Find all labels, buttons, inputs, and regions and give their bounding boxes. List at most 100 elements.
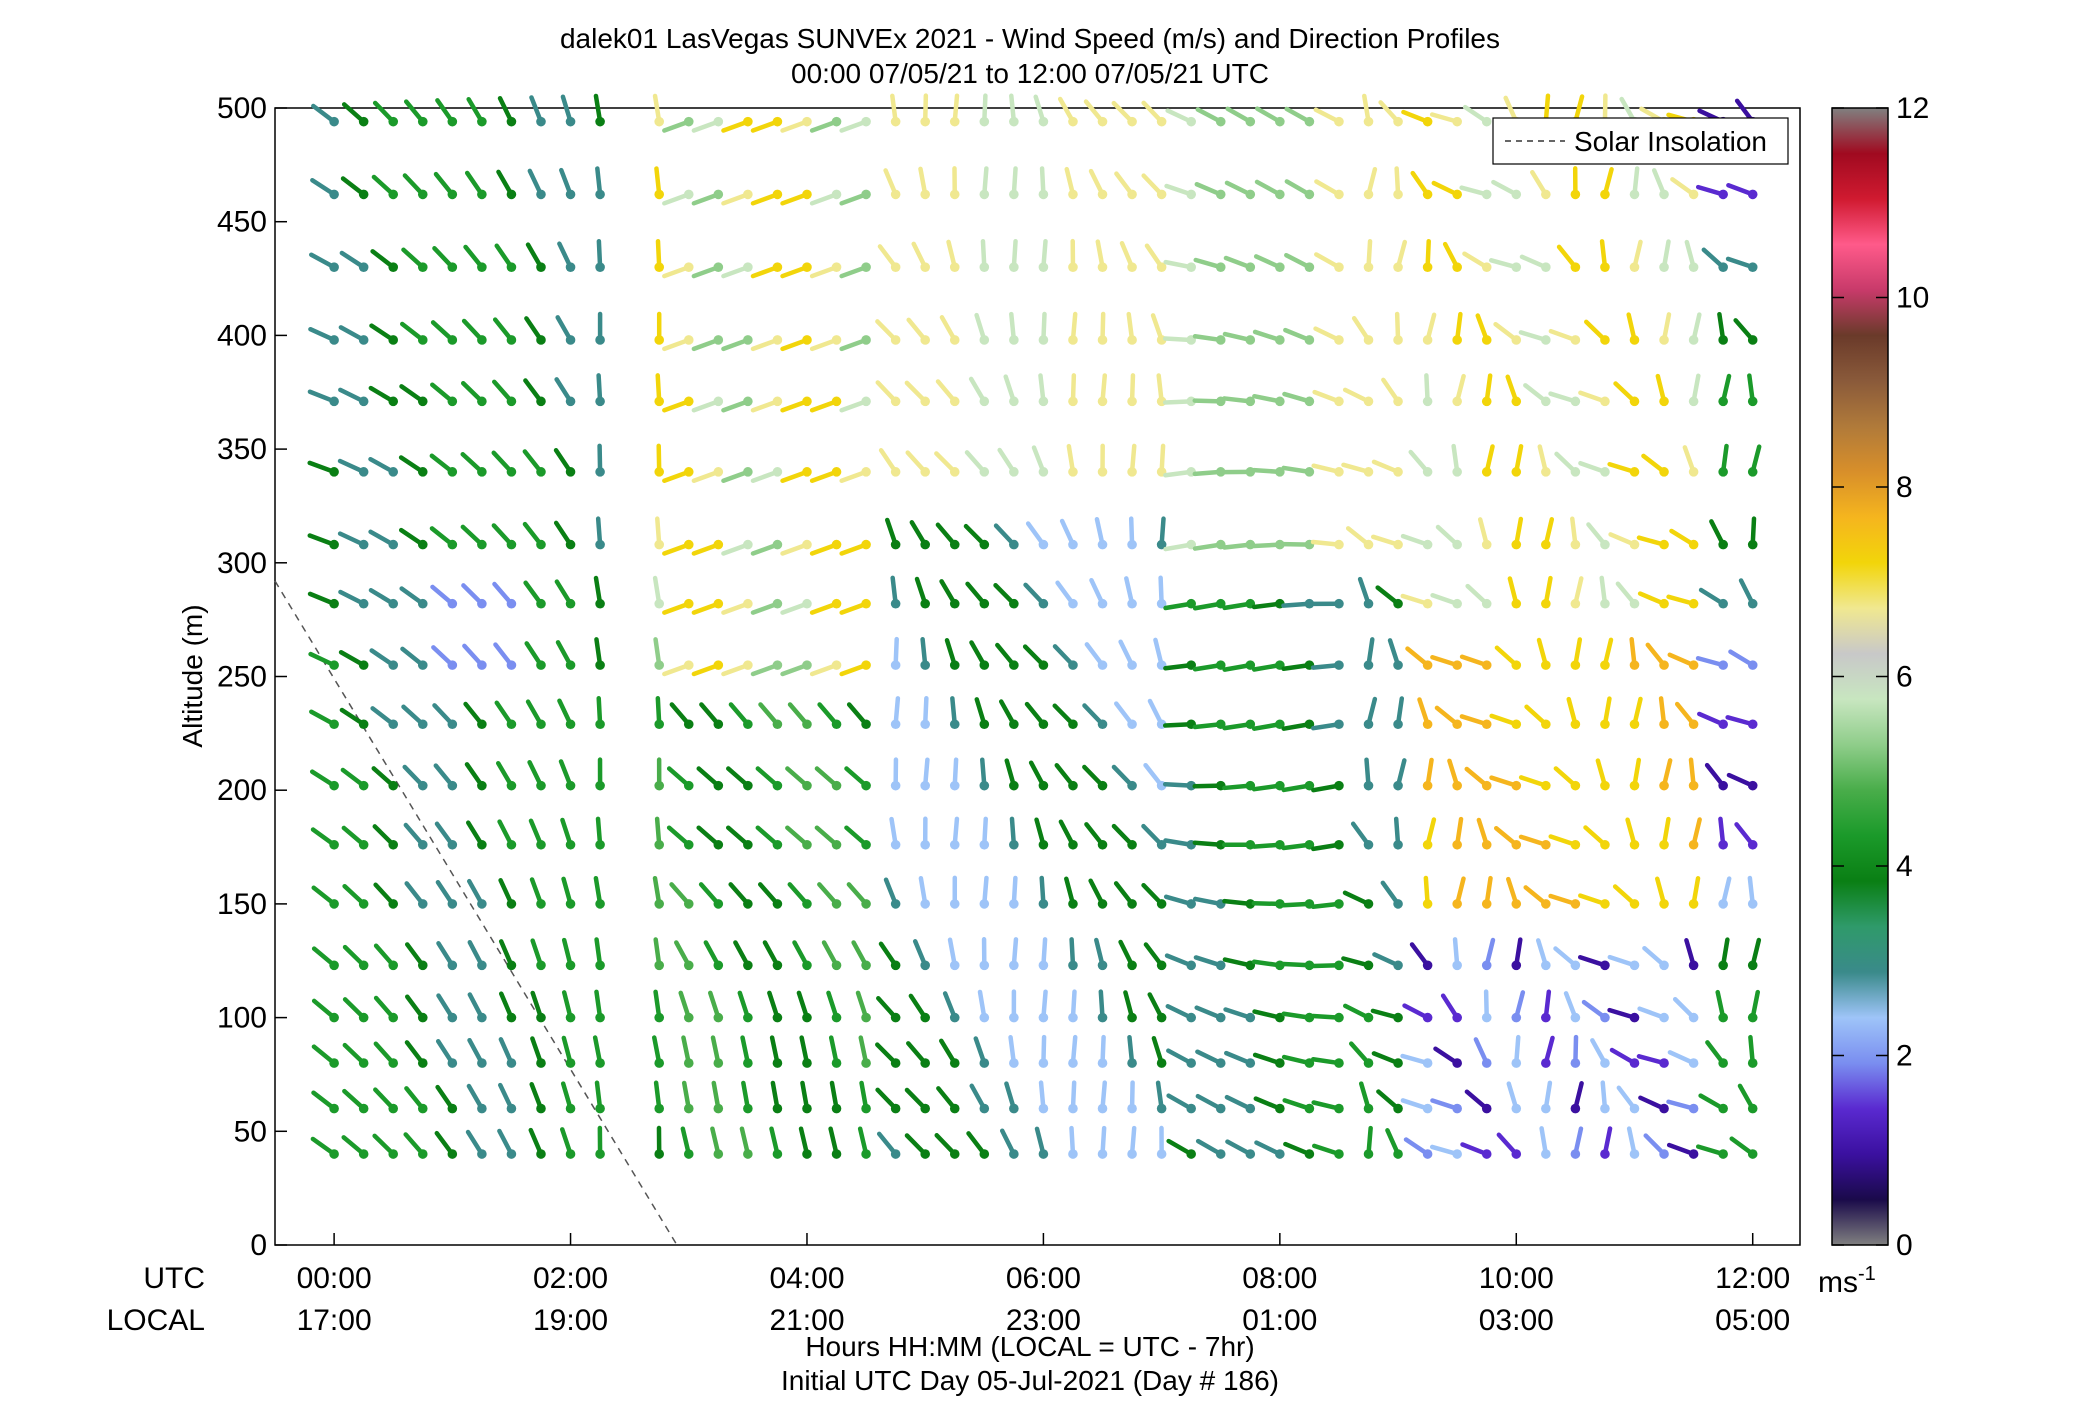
- wind-barb: [592, 1035, 605, 1068]
- wind-barb: [979, 93, 990, 127]
- wind-barb: [1684, 239, 1699, 272]
- wind-barb: [1097, 311, 1108, 345]
- wind-barb: [739, 1126, 753, 1159]
- wind-barb: [809, 467, 842, 483]
- wind-barb: [1255, 106, 1285, 127]
- wind-barb: [1009, 238, 1019, 272]
- wind-barb: [1570, 1034, 1581, 1068]
- wind-barb: [1166, 1048, 1196, 1068]
- wind-barb: [1629, 239, 1643, 272]
- wind-barb: [1405, 646, 1433, 670]
- wind-barb: [653, 637, 665, 670]
- wind-barb: [904, 1087, 930, 1114]
- wind-barb: [1541, 575, 1553, 609]
- wind-barb: [997, 447, 1019, 477]
- wind-barb: [1658, 696, 1669, 730]
- wind-barb: [1541, 1080, 1553, 1114]
- wind-barb: [904, 1133, 930, 1159]
- wind-barb: [1506, 1081, 1522, 1114]
- wind-barb: [497, 1128, 517, 1159]
- wind-barb: [1253, 1096, 1285, 1114]
- wind-barb: [1088, 878, 1108, 909]
- wind-barb: [1222, 331, 1256, 345]
- wind-barb: [1496, 1132, 1522, 1159]
- wind-barb: [1616, 1085, 1640, 1114]
- wind-barb: [798, 1126, 812, 1159]
- wind-barb: [1223, 255, 1256, 272]
- x-tick-label-utc: 06:00: [1006, 1262, 1081, 1295]
- wind-barb: [431, 645, 458, 670]
- wind-barb: [1645, 642, 1669, 670]
- wind-barb: [1615, 581, 1640, 609]
- wind-barb: [1523, 885, 1551, 909]
- wind-barb: [1570, 516, 1581, 550]
- wind-barb: [1429, 112, 1462, 127]
- wind-barb: [1008, 1035, 1019, 1068]
- wind-barb: [372, 100, 399, 127]
- wind-barb: [1009, 937, 1019, 971]
- wind-barb: [1313, 326, 1344, 345]
- wind-barb: [1348, 1041, 1374, 1068]
- wind-barb: [557, 698, 576, 730]
- wind-barb: [1310, 539, 1344, 550]
- wind-barb: [525, 699, 546, 730]
- wind-barb: [498, 991, 517, 1023]
- wind-barb: [691, 539, 724, 556]
- wind-barb: [1054, 763, 1078, 791]
- wind-barb: [1577, 955, 1610, 971]
- wind-barb: [369, 323, 399, 345]
- wind-barb: [1004, 758, 1019, 791]
- wind-barb: [875, 1087, 901, 1114]
- wind-barb: [1068, 373, 1078, 407]
- wind-barb: [558, 759, 576, 791]
- wind-barb: [809, 116, 842, 133]
- wind-barb: [1400, 1098, 1433, 1114]
- wind-barb: [934, 1133, 960, 1159]
- wind-barb: [883, 168, 901, 200]
- wind-barb: [1451, 443, 1462, 477]
- wind-barb: [1600, 696, 1612, 730]
- wind-barb: [1629, 166, 1640, 200]
- wind-barb: [403, 822, 428, 850]
- wind-barb: [785, 825, 812, 850]
- wind-barb: [1064, 166, 1078, 200]
- wind-barb: [553, 520, 576, 550]
- wind-barb: [338, 650, 369, 670]
- wind-barb: [307, 389, 339, 407]
- wind-barb: [1111, 100, 1137, 127]
- wind-barb: [1370, 1008, 1403, 1023]
- wind-barb: [669, 882, 694, 909]
- wind-barb: [939, 1038, 960, 1068]
- wind-barb: [491, 523, 517, 550]
- wind-barb: [1393, 758, 1407, 791]
- wind-barb: [949, 93, 960, 127]
- wind-barb: [1695, 184, 1728, 200]
- wind-barb: [1089, 577, 1108, 609]
- wind-barb: [769, 1035, 783, 1068]
- wind-barb: [839, 116, 871, 133]
- wind-barb: [595, 516, 605, 550]
- wind-barb: [1688, 312, 1702, 345]
- wind-barb: [1655, 876, 1669, 909]
- wind-barb: [342, 997, 369, 1023]
- wind-barb: [1734, 822, 1758, 850]
- wind-barb: [691, 396, 724, 413]
- wind-barb: [595, 696, 605, 730]
- wind-barb: [681, 1035, 694, 1068]
- wind-barb: [652, 93, 665, 127]
- wind-barb: [1524, 704, 1551, 730]
- wind-barb: [653, 937, 665, 971]
- wind-barb: [1147, 992, 1167, 1023]
- wind-barb: [1222, 660, 1256, 672]
- wind-barb: [1488, 258, 1522, 272]
- wind-barb: [338, 387, 369, 407]
- wind-barb: [792, 940, 812, 971]
- wind-barb: [1475, 313, 1492, 345]
- wind-barb: [920, 637, 930, 670]
- wind-barb: [1607, 1007, 1640, 1023]
- wind-barb: [875, 380, 901, 407]
- wind-barb: [721, 189, 753, 206]
- wind-barb: [311, 998, 339, 1023]
- wind-barb: [497, 819, 517, 850]
- wind-barb: [1493, 321, 1522, 345]
